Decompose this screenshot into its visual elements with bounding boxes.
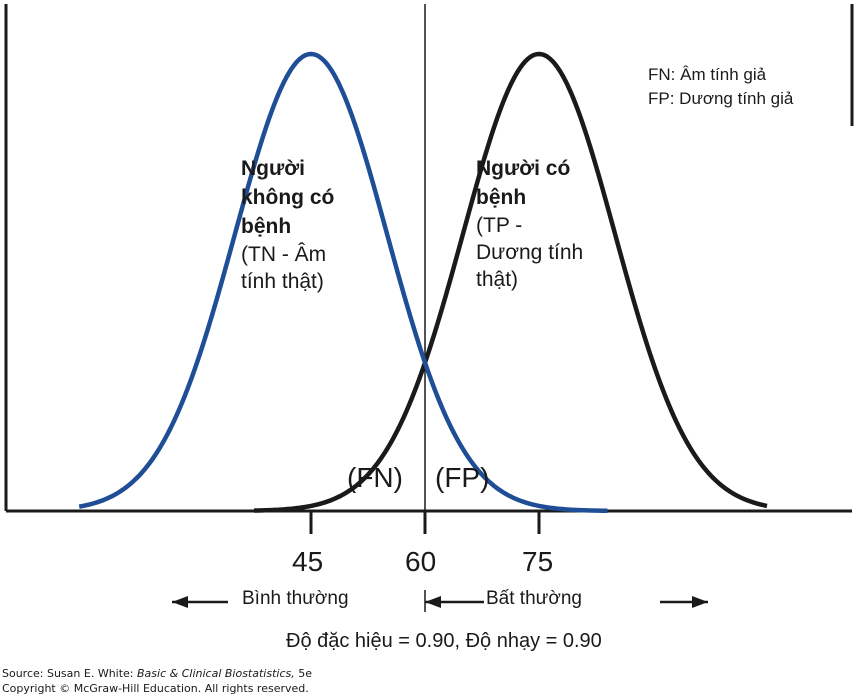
- tick-label-45: 45: [292, 546, 324, 577]
- diseased-group-label: Người có bệnh (TP - Dương tính thật): [476, 154, 583, 293]
- diseased-sub-line: thật): [476, 268, 519, 291]
- healthy-title-line: bệnh: [241, 215, 292, 238]
- normal-arrow-head: [172, 596, 188, 608]
- x-axis-ticks: [309, 511, 541, 534]
- source-edition: 5e: [294, 667, 312, 680]
- healthy-sub-line: (TN - Âm: [241, 243, 327, 266]
- copyright-line: Copyright © McGraw-Hill Education. All r…: [2, 682, 309, 695]
- tick-label-60: 60: [405, 546, 437, 577]
- abnormal-arrow-left-head: [425, 596, 441, 608]
- tick-label-75: 75: [522, 546, 554, 577]
- normal-direction-label: Bình thường: [242, 588, 349, 609]
- diseased-title-line: Người có: [476, 157, 571, 180]
- abnormal-direction-label: Bất thường: [486, 588, 582, 609]
- curves: [78, 51, 768, 514]
- source-book: Basic & Clinical Biostatistics,: [137, 667, 295, 680]
- source-line: Source: Susan E. White: Basic & Clinical…: [2, 667, 312, 680]
- diseased-sub-line: Dương tính: [476, 241, 584, 264]
- diseased-curve: [253, 51, 768, 513]
- abnormal-arrow-right-head: [692, 596, 708, 608]
- fp-region-label: (FP): [435, 462, 490, 493]
- healthy-title-line: Người: [241, 157, 305, 180]
- healthy-title-line: không có: [241, 186, 335, 209]
- legend-fp: FP: Dương tính giả: [648, 89, 794, 108]
- direction-arrows: [172, 590, 708, 612]
- healthy-group-label: Người không có bệnh (TN - Âm tính thật): [241, 154, 334, 295]
- source-prefix: Source: Susan E. White:: [2, 667, 138, 680]
- healthy-sub-line: tính thật): [241, 270, 324, 293]
- specificity-sensitivity-note: Độ đặc hiệu = 0.90, Độ nhạy = 0.90: [286, 630, 602, 652]
- diseased-sub-line: (TP -: [476, 214, 523, 237]
- healthy-curve: [78, 51, 608, 514]
- legend-fn: FN: Âm tính giả: [648, 65, 767, 84]
- plot-frame: [4, 4, 854, 513]
- legend: FN: Âm tính giả FP: Dương tính giả: [648, 63, 793, 111]
- diseased-title-line: bệnh: [476, 186, 527, 209]
- fn-region-label: (FN): [347, 462, 403, 493]
